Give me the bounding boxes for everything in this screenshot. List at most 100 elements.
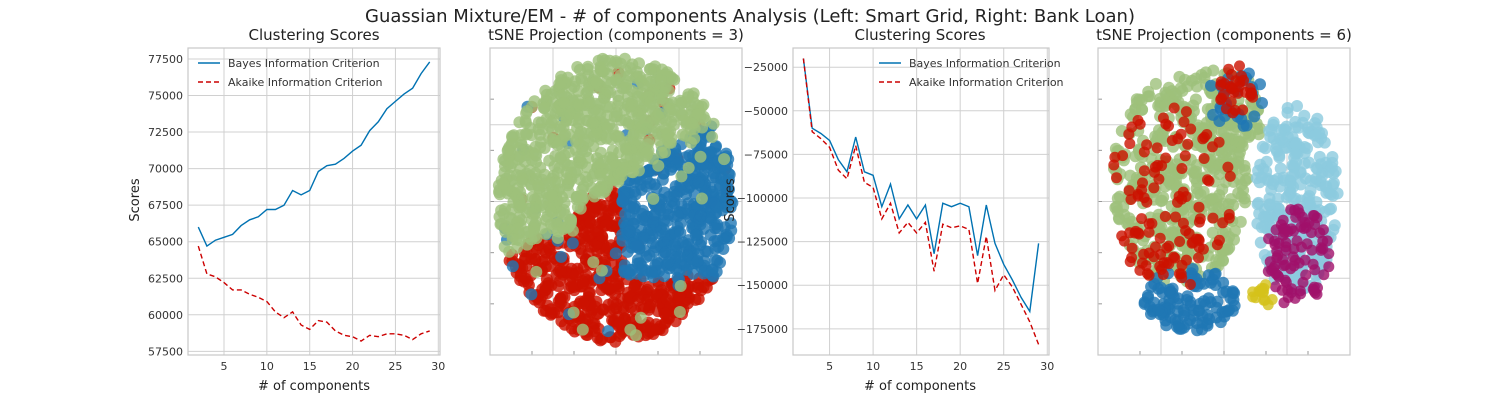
scatter-point xyxy=(576,323,589,336)
scatter-point xyxy=(551,139,564,151)
x-tick-label: 30 xyxy=(1040,360,1054,373)
scatter-point xyxy=(1174,236,1186,247)
scatter-point xyxy=(1149,77,1162,90)
scatter-point xyxy=(539,280,552,293)
scatter-point xyxy=(1271,145,1283,158)
scatter-point xyxy=(718,153,731,166)
scatter-point xyxy=(543,176,556,189)
scatter-point xyxy=(1183,228,1195,240)
scatter-point xyxy=(674,280,687,292)
scatter-point xyxy=(574,125,587,138)
scatter-point xyxy=(1157,191,1170,204)
scatter-point xyxy=(1254,78,1266,91)
y-tick-label: −75000 xyxy=(744,148,788,161)
scatter-point xyxy=(594,168,607,181)
scatter-point xyxy=(673,306,686,318)
plot-frame xyxy=(792,47,1050,356)
scatter-point xyxy=(647,192,660,205)
scatter-point xyxy=(1126,242,1138,254)
x-tick-label: 25 xyxy=(388,360,402,373)
scatter-point xyxy=(636,263,648,276)
series-line xyxy=(802,58,1040,345)
scatter-point xyxy=(694,141,707,153)
scatter-point xyxy=(1176,272,1188,284)
scatter-point xyxy=(1288,260,1300,272)
chart-title: Clustering Scores xyxy=(854,26,985,44)
scatter-point xyxy=(628,282,641,295)
scatter-point xyxy=(1233,161,1246,174)
scatter-point xyxy=(1258,294,1270,306)
scatter-point xyxy=(1198,71,1211,84)
scatter-point xyxy=(603,54,616,67)
scatter-point xyxy=(673,250,686,263)
scatter-point xyxy=(1180,294,1193,306)
scatter-point xyxy=(1148,251,1160,263)
x-tick-label: 25 xyxy=(997,360,1011,373)
scatter-point xyxy=(601,122,614,135)
scatter-point xyxy=(682,161,695,174)
scatter-point xyxy=(554,263,567,276)
scatter-point xyxy=(604,86,616,99)
scatter-point xyxy=(630,329,642,342)
y-tick-label: −175000 xyxy=(737,323,788,336)
scatter-point xyxy=(1212,202,1225,215)
scatter-point xyxy=(678,114,691,127)
scatter-point xyxy=(1266,178,1279,191)
scatter-point xyxy=(1157,112,1169,124)
scatter-point xyxy=(511,182,524,195)
scatter-point xyxy=(679,129,692,142)
chart-title: tSNE Projection (components = 3) xyxy=(488,26,744,44)
scatter-point xyxy=(648,121,661,134)
scatter-point xyxy=(1225,82,1237,94)
legend-label: Bayes Information Criterion xyxy=(909,57,1061,70)
scatter-point xyxy=(1162,175,1175,188)
scatter-point xyxy=(573,112,586,125)
scatter-point xyxy=(666,200,679,213)
scatter-point xyxy=(1173,322,1186,335)
scatter-point xyxy=(595,333,608,346)
scatter-point xyxy=(1184,279,1196,290)
scatter-point xyxy=(1315,244,1327,256)
scatter-point xyxy=(1292,203,1304,215)
scatter-point xyxy=(1296,116,1309,129)
scatter-point xyxy=(1151,142,1163,154)
legend-label: Bayes Information Criterion xyxy=(228,57,380,70)
plot-area xyxy=(1097,47,1351,356)
scatter-point xyxy=(655,139,668,152)
scatter-point xyxy=(561,172,573,185)
scatter-point xyxy=(1297,276,1309,288)
scatter-point xyxy=(654,204,667,216)
scatter-point xyxy=(1182,138,1194,150)
scatter-point xyxy=(538,102,550,115)
scatter-point xyxy=(1193,201,1205,213)
scatter-point xyxy=(1324,188,1337,201)
y-tick-label: 60000 xyxy=(148,309,183,322)
scatter-point xyxy=(707,167,720,180)
scatter-point xyxy=(642,135,655,148)
scatter-point xyxy=(1204,193,1217,206)
scatter-point xyxy=(598,64,610,77)
scatter-point xyxy=(624,263,637,276)
scatter-point xyxy=(662,256,675,269)
y-tick-label: −125000 xyxy=(737,236,788,249)
y-axis-label: Scores xyxy=(723,178,738,221)
scatter-point xyxy=(523,225,536,238)
scatter-point xyxy=(623,225,636,238)
scatter-point xyxy=(1222,161,1234,173)
scatter-point xyxy=(595,180,608,193)
scatter-point xyxy=(1272,249,1284,261)
scatter-point xyxy=(1161,242,1173,254)
scatter-point xyxy=(1175,128,1187,140)
bic-aic-chart-bank-loan: Clustering Scores # of components Scores… xyxy=(723,26,1064,394)
scatter-point xyxy=(564,217,577,230)
scatter-point xyxy=(1286,169,1299,182)
scatter-point xyxy=(1123,185,1135,197)
scatter-point xyxy=(1323,261,1335,273)
x-tick-label: 30 xyxy=(431,360,445,373)
scatter-point xyxy=(1318,205,1331,218)
scatter-point xyxy=(1289,147,1302,160)
scatter-point xyxy=(1163,120,1174,132)
scatter-point xyxy=(692,176,705,189)
scatter-point xyxy=(1316,170,1328,183)
scatter-point xyxy=(1227,294,1240,306)
